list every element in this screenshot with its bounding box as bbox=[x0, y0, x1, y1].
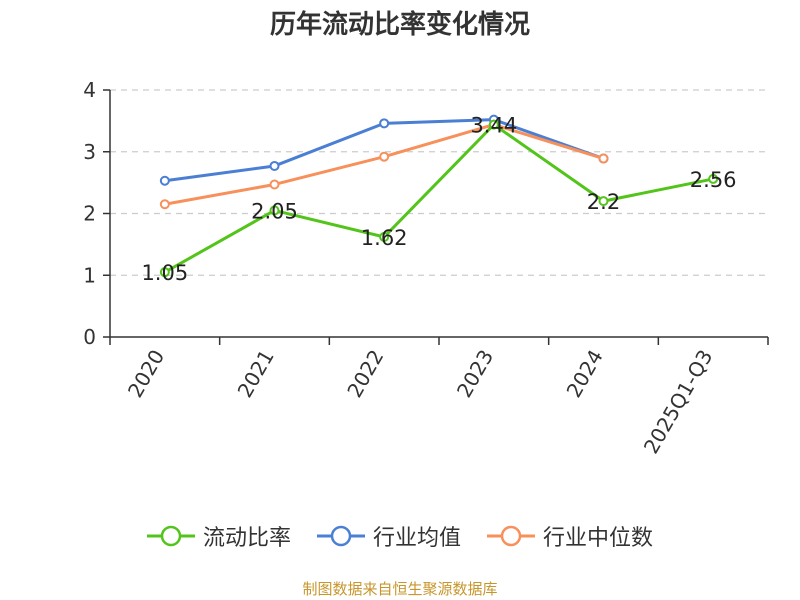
source-note: 制图数据来自恒生聚源数据库 bbox=[302, 580, 498, 598]
x-tick-label: 2022 bbox=[342, 346, 388, 402]
data-point bbox=[488, 119, 499, 130]
series-line bbox=[164, 118, 605, 183]
data-point bbox=[379, 151, 390, 162]
y-tick-label: 3 bbox=[83, 140, 96, 164]
data-point bbox=[598, 196, 609, 207]
legend: 流动比率 行业均值 行业中位数 bbox=[0, 520, 800, 552]
legend-item[interactable]: 流动比率 bbox=[146, 520, 291, 552]
legend-label: 行业中位数 bbox=[543, 526, 654, 551]
x-tick-label: 2020 bbox=[123, 346, 169, 402]
x-tick-label: 2023 bbox=[452, 346, 498, 402]
data-point bbox=[159, 267, 170, 278]
data-point bbox=[708, 173, 719, 184]
data-point bbox=[269, 205, 280, 216]
line-chart: 0 1 2 3 4 2020 2021 2022 2023 2024 2025Q1-Q3 1.05 2… bbox=[83, 78, 769, 458]
y-tick-label: 2 bbox=[83, 202, 96, 226]
data-point bbox=[379, 231, 390, 242]
legend-swatch bbox=[316, 525, 365, 547]
data-point bbox=[159, 175, 170, 186]
legend-label: 行业均值 bbox=[372, 526, 461, 551]
data-point bbox=[269, 179, 280, 190]
x-tick-label: 2021 bbox=[233, 346, 279, 402]
series-lines bbox=[159, 114, 719, 278]
data-labels: 1.05 2.05 1.62 3.44 2.2 2.56 bbox=[141, 114, 736, 286]
data-point bbox=[159, 199, 170, 210]
data-point bbox=[598, 153, 609, 164]
legend-label: 流动比率 bbox=[202, 526, 291, 551]
y-tick-label: 0 bbox=[83, 325, 96, 349]
data-label: 2.56 bbox=[690, 168, 737, 192]
data-point bbox=[379, 118, 390, 129]
series-line bbox=[164, 123, 714, 274]
legend-swatch bbox=[487, 525, 535, 547]
data-point bbox=[269, 160, 280, 171]
data-label: 2.05 bbox=[251, 199, 298, 223]
legend-swatch bbox=[146, 525, 195, 547]
data-label: 2.2 bbox=[587, 190, 620, 214]
x-tick-label: 2025Q1-Q3 bbox=[639, 346, 718, 458]
legend-item[interactable]: 行业中位数 bbox=[487, 520, 653, 552]
data-label: 1.62 bbox=[361, 226, 408, 250]
legend-item[interactable]: 行业均值 bbox=[316, 520, 461, 552]
y-tick-label: 1 bbox=[83, 263, 96, 287]
data-label: 3.44 bbox=[470, 114, 517, 138]
x-tick-label: 2024 bbox=[562, 346, 608, 402]
y-tick-label: 4 bbox=[83, 78, 96, 102]
chart-title: 历年流动比率变化情况 bbox=[269, 10, 530, 40]
data-label: 1.05 bbox=[141, 261, 188, 285]
